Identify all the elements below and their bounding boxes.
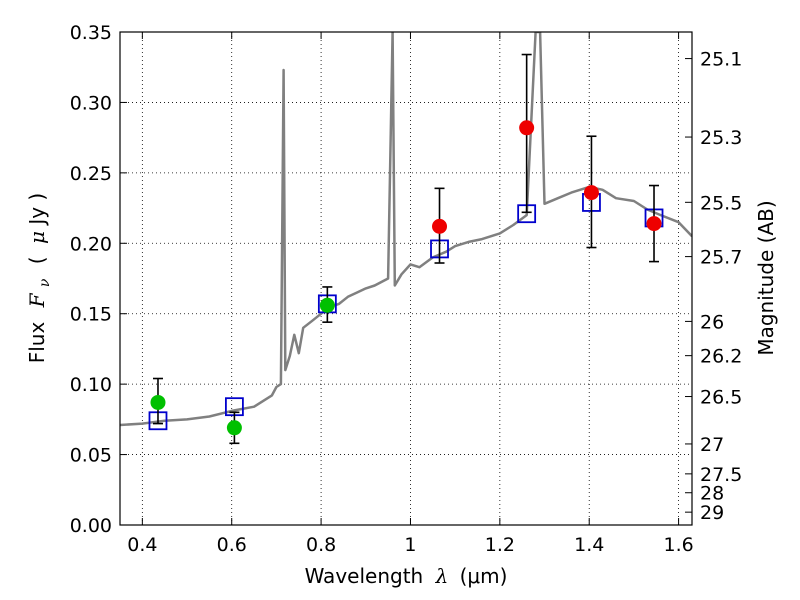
data-layer (120, 32, 692, 445)
x-tick-label: 1.6 (663, 534, 693, 556)
grid-layer (120, 31, 692, 526)
x-axis-label-unit: (μm) (460, 564, 508, 588)
y2-tick-label: 29 (700, 502, 724, 524)
observed-point-marker (319, 297, 335, 313)
y2-tick-label: 27 (700, 434, 724, 456)
x-tick-label: 1 (404, 534, 416, 556)
spectrum-line (120, 32, 692, 427)
observed-point-marker (583, 185, 599, 201)
y-axis-label-unit-open: ( (25, 256, 49, 264)
y2-tick-label: 25.7 (700, 247, 742, 269)
x-tick-label: 0.4 (127, 534, 157, 556)
y-tick-label: 0.30 (70, 92, 112, 114)
x-tick-label: 0.6 (217, 534, 247, 556)
observed-point-marker (519, 120, 535, 136)
y-tick-label: 0.20 (70, 233, 112, 255)
observed-point-marker (432, 218, 448, 234)
x-tick-label: 0.8 (306, 534, 336, 556)
y-axis-label-unit-mu: μ (25, 231, 49, 244)
y2-tick-label: 28 (700, 483, 724, 505)
y-tick-label: 0.35 (70, 22, 112, 44)
y2-tick-label: 26.5 (700, 387, 742, 409)
y2-axis-label: Magnitude (AB) (754, 200, 778, 355)
y2-tick-label: 25.1 (700, 49, 742, 71)
x-tick-label: 1.2 (485, 534, 515, 556)
y-tick-label: 0.25 (70, 163, 112, 185)
x-axis-label-symbol: λ (435, 564, 449, 588)
observed-point-marker (646, 216, 662, 232)
x-axis-label: Wavelength λ (μm) (305, 564, 508, 588)
y-tick-label: 0.15 (70, 304, 112, 326)
y-tick-label: 0.05 (70, 445, 112, 467)
y-axis-label-subscript: ν (37, 278, 53, 287)
y-tick-label: 0.10 (70, 374, 112, 396)
tick-layer: 0.4 0.6 0.8 1 1.2 1.4 1.6 0.00 0.05 0.10 0.15 0.20 0… (70, 22, 743, 556)
x-axis-label-text: Wavelength (305, 564, 424, 588)
y2-tick-label: 27.5 (700, 464, 742, 486)
y-axis-label-symbol: F (25, 292, 49, 308)
y-axis-label-unit-close: Jy ) (25, 193, 49, 227)
y2-tick-label: 25.3 (700, 127, 742, 149)
x-tick-label: 1.4 (574, 534, 604, 556)
y-axis-label: Flux F ν ( μ Jy ) (25, 193, 54, 364)
y2-tick-label: 26 (700, 311, 724, 333)
y-axis-label-text: Flux (25, 322, 49, 364)
observed-point-marker (226, 420, 242, 436)
y2-tick-label: 25.5 (700, 192, 742, 214)
observed-point-marker (150, 394, 166, 410)
plot-frame (119, 31, 693, 526)
y-tick-label: 0.00 (70, 515, 112, 537)
y2-tick-label: 26.2 (700, 346, 742, 368)
